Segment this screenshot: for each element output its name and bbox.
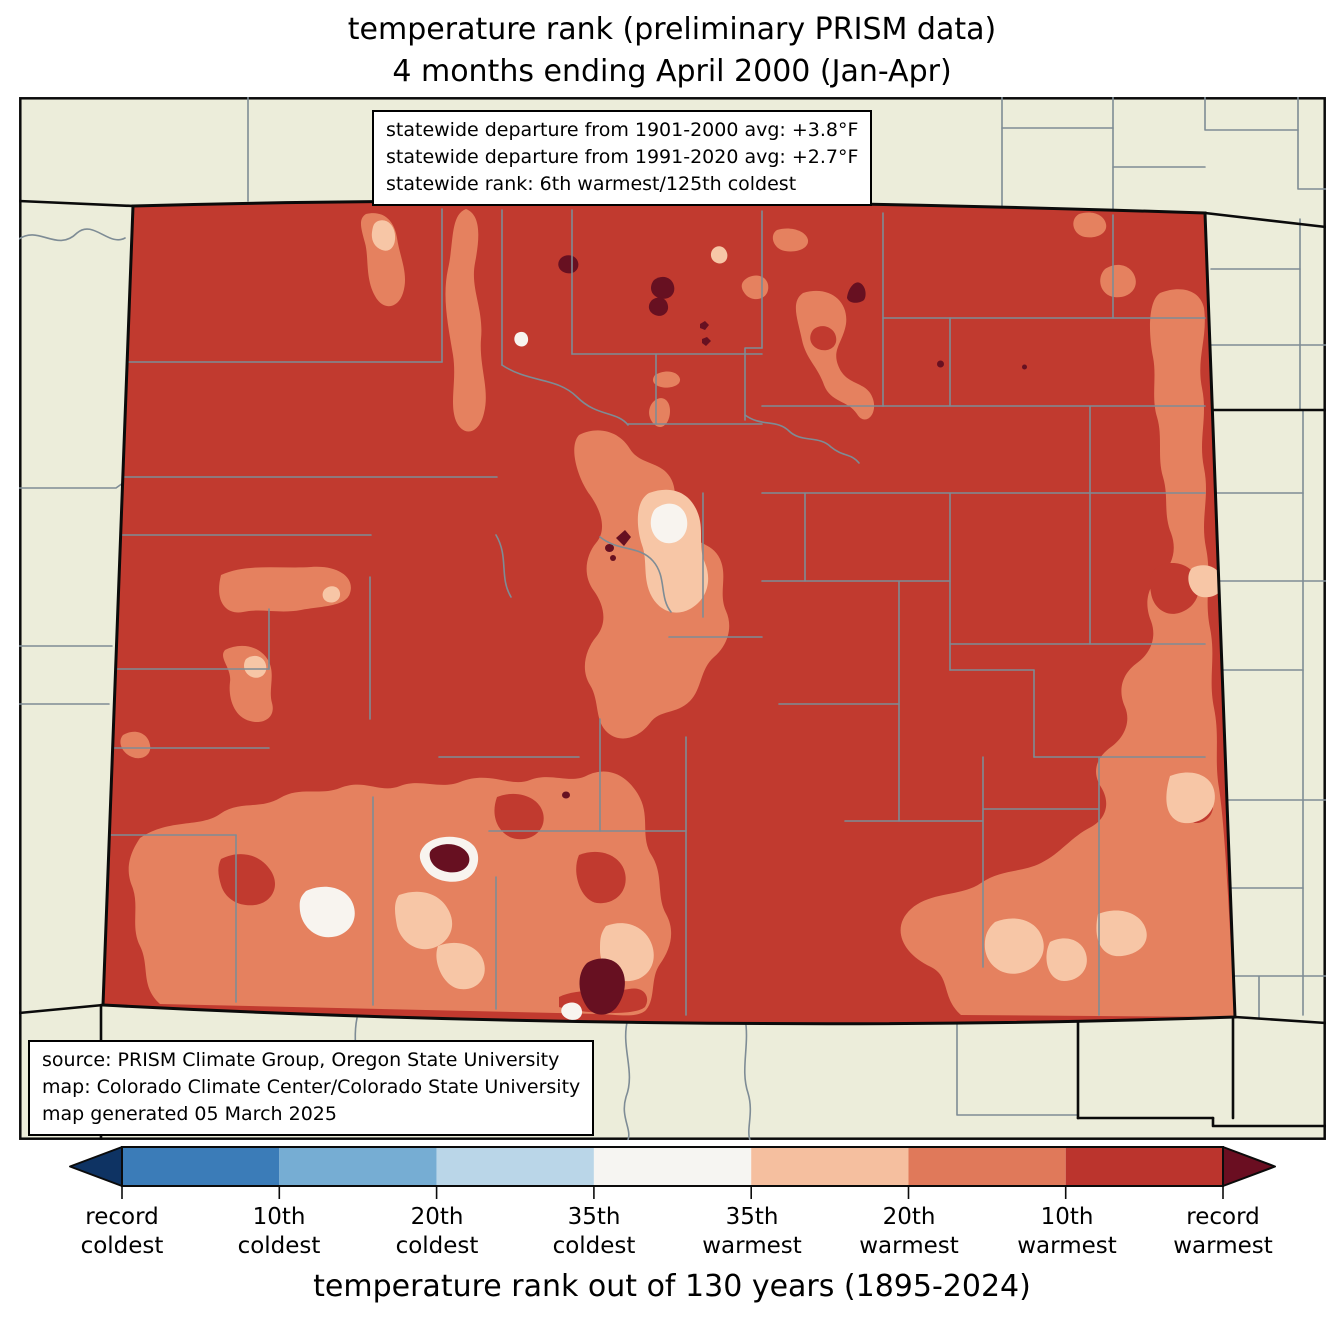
generated-date-line: map generated 05 March 2025 (42, 1103, 337, 1125)
figure-title-line1: temperature rank (preliminary PRISM data… (347, 12, 997, 47)
stats-line-rank: statewide rank: 6th warmest/125th coldes… (386, 173, 797, 195)
colorbar-label-record-warmest: record warmest (1173, 1204, 1273, 1259)
source-line: source: PRISM Climate Group, Oregon Stat… (42, 1049, 560, 1071)
colorbar-outline (121, 1146, 1224, 1187)
source-attribution-box: source: PRISM Climate Group, Oregon Stat… (28, 1040, 595, 1136)
statewide-stats-box: statewide departure from 1901-2000 avg: … (372, 110, 873, 206)
colorbar-ticks (121, 1186, 1224, 1199)
colorbar-seg-median (593, 1147, 752, 1186)
surrounding-state-borders (19, 199, 1326, 1140)
colorado-map-canvas (19, 97, 1326, 1140)
colorbar-seg-20th-warmest (908, 1147, 1066, 1186)
colorbar-axis-label: temperature rank out of 130 years (1895-… (313, 1269, 1031, 1304)
colorbar-label-10th-warmest: 10th warmest (1017, 1204, 1117, 1259)
rank-colorbar (69, 1146, 1276, 1199)
colorbar-seg-10th-coldest (122, 1147, 280, 1186)
colorbar-label-20th-coldest: 20th coldest (395, 1204, 479, 1259)
colorbar-label-20th-warmest: 20th warmest (859, 1204, 959, 1259)
surrounding-county-lines (19, 97, 1326, 1140)
colorbar-label-35th-coldest: 35th coldest (552, 1204, 636, 1259)
colorbar-seg-35th-coldest (436, 1147, 594, 1186)
colorbar-seg-10th-warmest (1065, 1147, 1223, 1186)
stats-line-1991-2020: statewide departure from 1991-2020 avg: … (386, 146, 859, 168)
colorbar-label-record-coldest: record coldest (80, 1204, 164, 1259)
record-warmest-spots (429, 255, 1027, 1015)
rank-10th-warmest-holes (218, 326, 1213, 1014)
map-credit-line: map: Colorado Climate Center/Colorado St… (42, 1076, 581, 1098)
colorbar-record-coldest-arrow (69, 1146, 123, 1187)
colorbar-label-10th-coldest: 10th coldest (237, 1204, 321, 1259)
colorado-county-lines (103, 208, 1206, 1016)
figure-title-line2: 4 months ending April 2000 (Jan-Apr) (392, 54, 952, 89)
colorbar-label-35th-warmest: 35th warmest (702, 1204, 802, 1259)
stats-line-1901-2000: statewide departure from 1901-2000 avg: … (386, 119, 859, 141)
colorbar-seg-20th-coldest (279, 1147, 437, 1186)
colorbar-record-warmest-arrow (1222, 1146, 1276, 1187)
rank-median-regions (299, 331, 688, 1021)
colorbar-seg-35th-warmest (751, 1147, 909, 1186)
colorado-state (101, 199, 1237, 1026)
